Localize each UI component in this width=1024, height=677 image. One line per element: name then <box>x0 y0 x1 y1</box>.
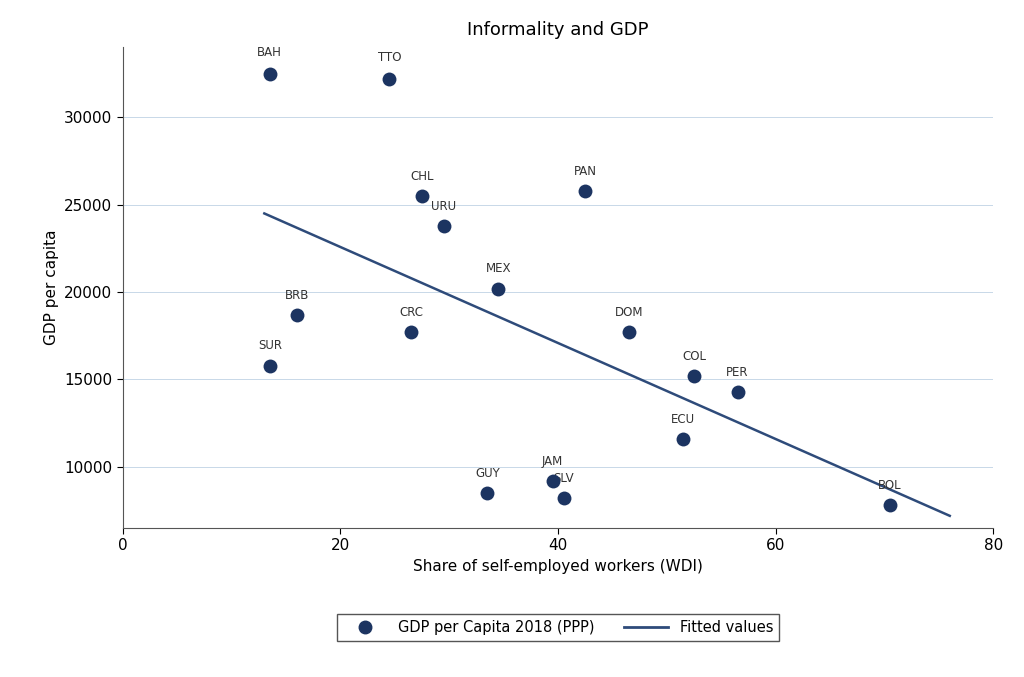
Text: CRC: CRC <box>399 306 423 319</box>
Text: BRB: BRB <box>285 288 309 302</box>
Point <box>545 475 561 486</box>
Text: SUR: SUR <box>258 339 282 353</box>
Text: PAN: PAN <box>573 165 597 177</box>
Text: URU: URU <box>431 200 457 213</box>
X-axis label: Share of self-employed workers (WDI): Share of self-employed workers (WDI) <box>413 559 703 574</box>
Text: PER: PER <box>726 366 749 378</box>
Text: JAM: JAM <box>542 455 563 468</box>
Title: Informality and GDP: Informality and GDP <box>467 21 649 39</box>
Text: COL: COL <box>682 350 707 363</box>
Text: BOL: BOL <box>879 479 902 492</box>
Point <box>414 190 430 201</box>
Point <box>729 387 745 397</box>
Point <box>381 73 397 84</box>
Point <box>555 493 571 504</box>
Point <box>578 185 594 196</box>
Point <box>261 360 278 371</box>
Point <box>686 370 702 381</box>
Text: ECU: ECU <box>671 413 695 426</box>
Point <box>289 309 305 320</box>
Text: SLV: SLV <box>553 473 573 485</box>
Point <box>403 327 420 338</box>
Text: CHL: CHL <box>411 170 434 183</box>
Point <box>261 68 278 79</box>
Text: GUY: GUY <box>475 467 500 480</box>
Text: TTO: TTO <box>378 51 401 64</box>
Text: DOM: DOM <box>614 306 643 319</box>
Point <box>882 500 898 510</box>
Legend: GDP per Capita 2018 (PPP), Fitted values: GDP per Capita 2018 (PPP), Fitted values <box>337 614 779 641</box>
Point <box>621 327 637 338</box>
Point <box>435 220 452 231</box>
Point <box>490 283 507 294</box>
Text: MEX: MEX <box>485 263 511 276</box>
Point <box>479 487 496 498</box>
Text: BAH: BAH <box>257 46 283 59</box>
Point <box>675 433 691 444</box>
Y-axis label: GDP per capita: GDP per capita <box>44 230 58 345</box>
